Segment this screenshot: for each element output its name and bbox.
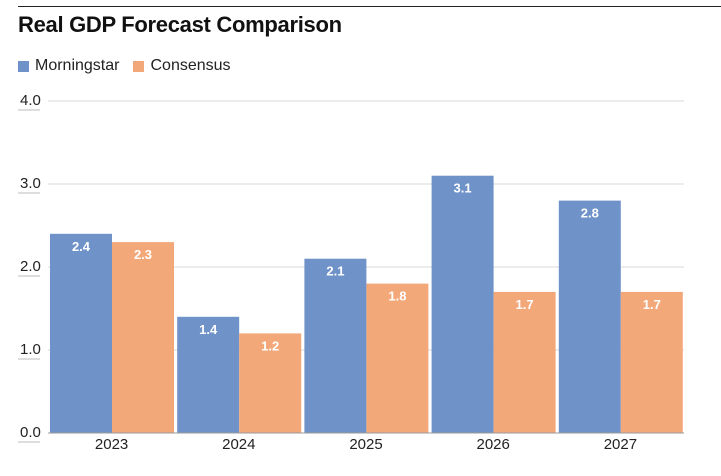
y-tick-label: 0.0 (20, 424, 41, 441)
data-label: 1.2 (261, 338, 279, 353)
data-label: 1.8 (388, 289, 406, 304)
bar (50, 233, 112, 433)
x-tick-label: 2024 (222, 436, 255, 453)
x-tick-label: 2027 (604, 436, 637, 453)
bar (239, 333, 302, 433)
x-tick-label: 2025 (349, 436, 382, 453)
legend-swatch-morningstar (18, 60, 29, 72)
bar (112, 242, 174, 433)
data-label: 2.3 (134, 247, 152, 262)
top-rule (18, 6, 721, 7)
data-label: 2.4 (72, 239, 91, 254)
data-label: 2.8 (581, 206, 599, 221)
bar (558, 200, 621, 433)
bar (304, 258, 367, 433)
legend-swatch-consensus (133, 60, 145, 72)
y-tick-label: 3.0 (20, 175, 41, 192)
bar (177, 316, 240, 433)
data-label: 1.7 (516, 297, 534, 312)
y-tick-label: 2.0 (20, 258, 41, 275)
legend-label-consensus: Consensus (150, 57, 231, 74)
bar (620, 291, 683, 433)
bar (366, 283, 429, 433)
data-label: 3.1 (454, 181, 472, 196)
data-label: 1.4 (199, 322, 218, 337)
chart-title: Real GDP Forecast Comparison (18, 12, 342, 37)
x-tick-label: 2023 (95, 436, 128, 453)
y-tick-label: 1.0 (20, 341, 41, 358)
legend: Morningstar Consensus (18, 57, 245, 75)
legend-item-consensus: Consensus (133, 57, 231, 75)
data-label: 1.7 (643, 297, 661, 312)
data-label: 2.1 (326, 264, 344, 279)
bar (493, 291, 556, 433)
legend-item-morningstar: Morningstar (18, 57, 119, 75)
x-tick-label: 2026 (477, 436, 510, 453)
legend-label-morningstar: Morningstar (35, 57, 120, 74)
bar (431, 175, 494, 433)
y-tick-label: 4.0 (20, 92, 41, 109)
